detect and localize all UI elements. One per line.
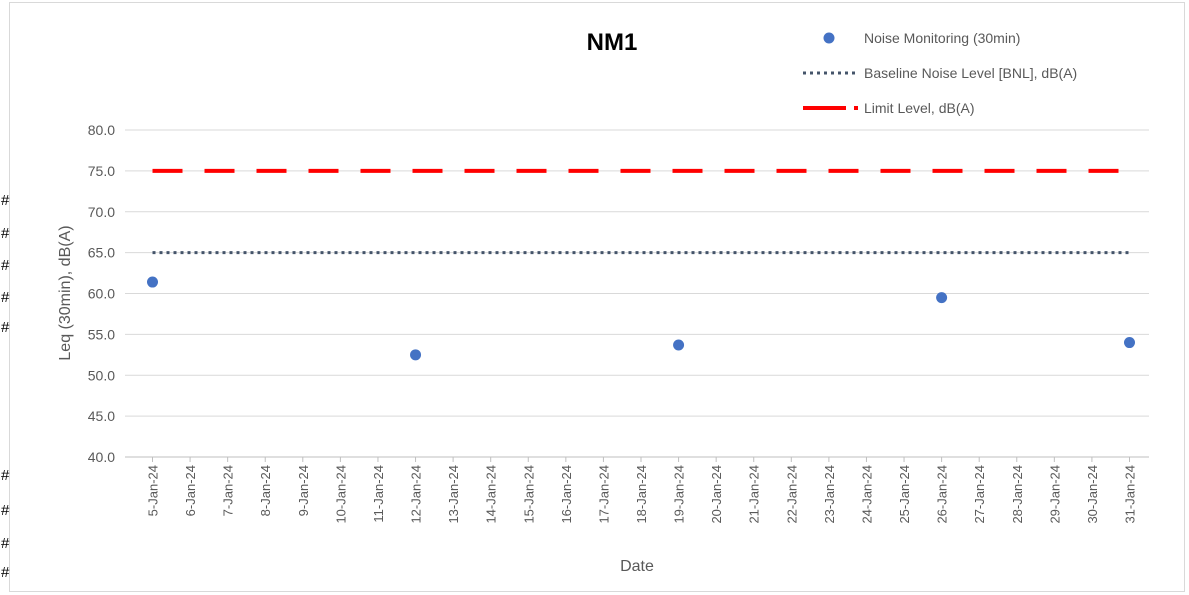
x-tick-label: 23-Jan-24 bbox=[822, 465, 837, 524]
x-tick-label: 25-Jan-24 bbox=[897, 465, 912, 524]
x-tick-label: 26-Jan-24 bbox=[935, 465, 950, 524]
x-tick-label: 15-Jan-24 bbox=[521, 465, 536, 524]
y-tick-label: 50.0 bbox=[88, 367, 115, 383]
x-tick-label: 29-Jan-24 bbox=[1047, 465, 1062, 524]
x-tick-label: 9-Jan-24 bbox=[296, 465, 311, 516]
x-tick-label: 20-Jan-24 bbox=[709, 465, 724, 524]
x-tick-label: 18-Jan-24 bbox=[634, 465, 649, 524]
y-tick-label: 65.0 bbox=[88, 245, 115, 261]
x-tick-label: 7-Jan-24 bbox=[221, 465, 236, 516]
x-tick-label: 22-Jan-24 bbox=[784, 465, 799, 524]
x-tick-label: 5-Jan-24 bbox=[146, 465, 161, 516]
row-marker: # bbox=[1, 192, 10, 209]
row-marker: # bbox=[1, 225, 10, 242]
legend-marker-noise-monitoring bbox=[823, 32, 835, 44]
x-tick-label: 28-Jan-24 bbox=[1010, 465, 1025, 524]
x-tick-label: 27-Jan-24 bbox=[972, 465, 987, 524]
noise-data-point bbox=[936, 292, 948, 304]
row-marker: # bbox=[1, 535, 10, 552]
y-tick-label: 60.0 bbox=[88, 286, 115, 302]
legend-label: Baseline Noise Level [BNL], dB(A) bbox=[864, 65, 1077, 81]
x-tick-label: 19-Jan-24 bbox=[672, 465, 687, 524]
x-tick-label: 16-Jan-24 bbox=[559, 465, 574, 524]
x-tick-label: 10-Jan-24 bbox=[333, 465, 348, 524]
legend-label: Limit Level, dB(A) bbox=[864, 100, 974, 116]
row-marker-column: # # # # # # # # # bbox=[0, 0, 12, 595]
x-tick-label: 30-Jan-24 bbox=[1085, 465, 1100, 524]
y-axis-title: Leq (30min), dB(A) bbox=[57, 225, 74, 360]
x-tick-label: 17-Jan-24 bbox=[596, 465, 611, 524]
row-marker: # bbox=[1, 319, 10, 336]
noise-data-point bbox=[147, 276, 158, 288]
noise-data-point bbox=[410, 349, 422, 361]
x-tick-label: 24-Jan-24 bbox=[859, 465, 874, 524]
noise-data-point bbox=[1124, 337, 1135, 349]
x-tick-label: 21-Jan-24 bbox=[747, 465, 762, 524]
noise-data-point bbox=[673, 339, 685, 351]
y-tick-label: 70.0 bbox=[88, 204, 115, 220]
chart-title: NM1 bbox=[587, 29, 638, 56]
x-tick-label: 31-Jan-24 bbox=[1123, 465, 1138, 524]
y-tick-label: 55.0 bbox=[88, 326, 115, 342]
legend-label: Noise Monitoring (30min) bbox=[864, 30, 1020, 46]
x-tick-label: 6-Jan-24 bbox=[183, 465, 198, 516]
x-axis-title: Date bbox=[620, 558, 654, 575]
y-tick-label: 75.0 bbox=[88, 163, 115, 179]
y-tick-label: 80.0 bbox=[88, 122, 115, 138]
x-tick-label: 14-Jan-24 bbox=[484, 465, 499, 524]
row-marker: # bbox=[1, 467, 10, 484]
row-marker: # bbox=[1, 289, 10, 306]
x-tick-label: 8-Jan-24 bbox=[258, 465, 273, 516]
chart-area bbox=[9, 2, 1185, 592]
row-marker: # bbox=[1, 502, 10, 519]
y-tick-label: 40.0 bbox=[88, 449, 115, 465]
row-marker: # bbox=[1, 257, 10, 274]
x-tick-label: 12-Jan-24 bbox=[409, 465, 424, 524]
row-marker: # bbox=[1, 564, 10, 581]
y-tick-label: 45.0 bbox=[88, 408, 115, 424]
x-tick-label: 13-Jan-24 bbox=[446, 465, 461, 524]
x-tick-label: 11-Jan-24 bbox=[371, 465, 386, 523]
